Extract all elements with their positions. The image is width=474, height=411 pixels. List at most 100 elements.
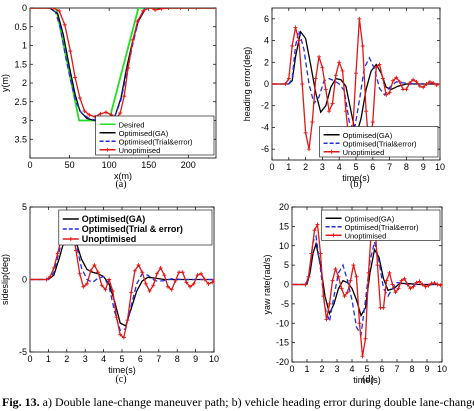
data-point-marker (417, 84, 422, 89)
legend: DesiredOptimised(GA)Optimised(Trial&erro… (95, 115, 215, 156)
data-point-marker (178, 8, 183, 10)
data-point-marker (360, 44, 365, 48)
data-point-marker (169, 287, 174, 292)
y-tick-label: 1.5 (14, 59, 27, 69)
data-point-marker (122, 94, 127, 99)
data-point-marker (390, 282, 395, 287)
chart-panel-a: 0 50 100 150 200 0 0.5 1 1.5 2 2.5 3 3.5 x(m) y(m) (a) D… (0, 3, 217, 190)
y-tick-label: -5 (19, 347, 27, 357)
data-point-marker (401, 87, 406, 92)
data-point-marker (310, 120, 315, 124)
data-point-marker (136, 263, 141, 267)
data-point-marker (51, 265, 56, 270)
data-point-marker (313, 76, 318, 81)
data-point-marker (48, 274, 53, 279)
y-tick-label: 6 (264, 14, 269, 24)
x-tick-label: 8 (409, 364, 414, 374)
panel-label: (d) (362, 374, 374, 385)
chart-panel-c: 0 1 2 3 4 5 6 7 8 9 10-505time(s)sideslip(deg)(c)O… (0, 202, 219, 385)
data-point-marker (337, 60, 342, 65)
y-axis-label: yaw rate(rad/s) (262, 254, 272, 314)
data-point-marker (132, 268, 137, 273)
x-tick-label: 0 (269, 162, 274, 172)
data-point-marker (435, 282, 440, 287)
y-tick-label: 0 (22, 3, 27, 13)
legend-box (95, 115, 215, 156)
data-point-marker (387, 270, 392, 275)
x-tick-label: 10 (209, 354, 219, 364)
data-point-marker (324, 317, 329, 322)
x-tick-label: 10 (435, 162, 445, 172)
x-tick-label: 9 (193, 354, 198, 364)
x-tick-label: 7 (387, 162, 392, 172)
data-point-marker (88, 268, 93, 273)
data-point-marker (339, 286, 344, 291)
x-tick-label: 9 (424, 364, 429, 374)
data-point-marker (330, 101, 335, 106)
data-point-marker (404, 87, 409, 92)
data-point-marker (320, 65, 325, 70)
legend-marker (105, 147, 110, 152)
data-point-marker (74, 248, 78, 253)
data-point-marker (126, 66, 131, 70)
y-tick-label: 5 (284, 260, 289, 270)
series-line-trial (30, 8, 216, 122)
x-axis-label: x(m) (114, 171, 132, 181)
y-tick-label: 0 (22, 275, 27, 285)
data-point-marker (303, 282, 308, 287)
data-point-marker (118, 332, 123, 337)
x-axis-label: time(s) (353, 375, 381, 385)
data-point-marker (394, 75, 399, 80)
data-point-marker (351, 263, 356, 268)
x-tick-label: 50 (65, 160, 75, 170)
x-tick-label: 200 (181, 160, 196, 170)
data-point-marker (191, 281, 196, 286)
data-point-marker (312, 228, 317, 233)
data-point-marker (375, 263, 380, 268)
data-point-marker (77, 96, 82, 100)
data-point-marker (147, 289, 152, 294)
data-point-marker (129, 290, 134, 295)
data-point-marker (420, 282, 425, 287)
x-tick-label: 6 (138, 354, 143, 364)
x-tick-label: 9 (421, 162, 426, 172)
data-point-marker (440, 282, 442, 287)
data-point-marker (348, 278, 353, 283)
data-point-marker (57, 9, 62, 13)
data-point-marker (309, 251, 314, 256)
data-point-marker (408, 286, 413, 291)
data-point-marker (162, 273, 167, 278)
data-point-marker (357, 321, 362, 326)
y-tick-label: 20 (279, 202, 289, 212)
y-axis-label: sideslip(deg) (0, 254, 10, 305)
data-point-marker (125, 318, 130, 323)
data-point-marker (414, 79, 419, 84)
x-tick-label: 5 (353, 162, 358, 172)
y-tick-label: 1 (22, 41, 27, 51)
data-point-marker (283, 82, 288, 86)
x-tick-label: 0 (289, 364, 294, 374)
x-tick-label: 7 (156, 354, 161, 364)
data-point-marker (195, 273, 200, 278)
data-point-marker (85, 281, 90, 286)
data-point-marker (377, 62, 382, 67)
x-tick-label: 2 (64, 354, 69, 364)
data-point-marker (303, 130, 308, 135)
data-point-marker (202, 277, 207, 282)
x-tick-label: 3 (320, 162, 325, 172)
data-point-marker (77, 271, 82, 276)
data-point-marker (96, 270, 101, 275)
data-point-marker (166, 284, 170, 289)
x-tick-label: 3 (334, 364, 339, 374)
y-axis-label: heading error(deg) (242, 47, 252, 122)
data-point-marker (300, 82, 305, 86)
data-point-marker (345, 290, 350, 295)
data-point-marker (384, 92, 389, 97)
y-tick-label: 10 (279, 241, 289, 251)
data-point-marker (343, 109, 348, 114)
data-point-marker (55, 251, 60, 256)
data-point-marker (121, 335, 126, 340)
data-point-marker (427, 79, 432, 84)
data-point-marker (212, 277, 214, 282)
x-tick-label: 2 (319, 364, 324, 374)
